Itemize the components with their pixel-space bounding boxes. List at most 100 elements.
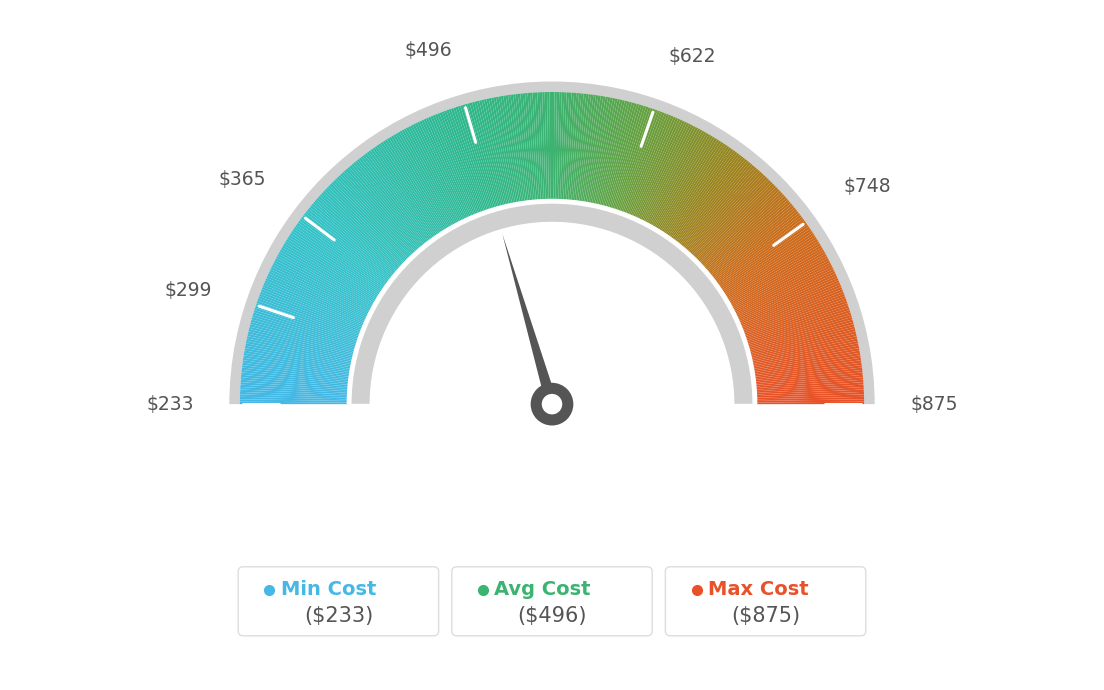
Wedge shape (342, 172, 416, 253)
Wedge shape (241, 382, 349, 391)
Wedge shape (284, 243, 378, 300)
Wedge shape (241, 384, 349, 393)
Wedge shape (628, 115, 671, 216)
Wedge shape (675, 155, 742, 242)
Wedge shape (630, 116, 673, 217)
Wedge shape (351, 164, 422, 248)
Wedge shape (753, 351, 860, 371)
Wedge shape (664, 144, 725, 235)
Wedge shape (742, 289, 843, 331)
Wedge shape (556, 92, 562, 201)
Wedge shape (635, 119, 680, 219)
Wedge shape (735, 269, 835, 317)
Wedge shape (699, 187, 778, 264)
Wedge shape (749, 324, 854, 353)
Wedge shape (548, 92, 551, 201)
Wedge shape (740, 282, 840, 326)
Wedge shape (230, 81, 874, 404)
Wedge shape (750, 326, 854, 355)
Wedge shape (612, 106, 646, 210)
Wedge shape (240, 397, 349, 401)
Wedge shape (318, 196, 401, 269)
Wedge shape (755, 389, 864, 396)
Wedge shape (530, 92, 539, 201)
Wedge shape (645, 126, 696, 224)
Wedge shape (331, 181, 410, 260)
Wedge shape (446, 110, 485, 213)
Polygon shape (502, 234, 558, 406)
Wedge shape (687, 170, 761, 253)
Wedge shape (753, 353, 860, 373)
Wedge shape (433, 115, 476, 216)
Wedge shape (749, 319, 853, 351)
Wedge shape (513, 94, 528, 202)
Wedge shape (542, 92, 548, 201)
Wedge shape (746, 313, 851, 346)
Wedge shape (552, 92, 554, 200)
Wedge shape (287, 237, 380, 296)
Wedge shape (669, 149, 733, 239)
Wedge shape (435, 114, 477, 215)
Text: $748: $748 (843, 177, 891, 196)
Wedge shape (592, 98, 615, 205)
Wedge shape (753, 348, 860, 369)
Wedge shape (322, 190, 403, 266)
Wedge shape (643, 125, 693, 223)
Wedge shape (715, 217, 803, 283)
Wedge shape (655, 135, 711, 229)
Wedge shape (714, 215, 802, 282)
Text: ($875): ($875) (731, 606, 800, 626)
Circle shape (542, 394, 562, 415)
Wedge shape (745, 308, 850, 343)
Wedge shape (311, 204, 396, 275)
Wedge shape (713, 213, 800, 281)
Wedge shape (577, 95, 594, 202)
Wedge shape (348, 167, 420, 250)
Wedge shape (729, 247, 824, 303)
Wedge shape (744, 301, 847, 338)
Wedge shape (658, 138, 718, 231)
Wedge shape (261, 289, 362, 331)
Wedge shape (330, 184, 408, 262)
Wedge shape (700, 188, 779, 265)
Wedge shape (518, 94, 531, 201)
Wedge shape (641, 124, 691, 222)
Wedge shape (704, 198, 788, 270)
Wedge shape (682, 164, 753, 248)
Wedge shape (301, 217, 389, 283)
Wedge shape (754, 362, 862, 379)
Wedge shape (755, 375, 863, 386)
Wedge shape (619, 110, 658, 213)
Wedge shape (751, 339, 858, 363)
Wedge shape (739, 278, 838, 323)
Wedge shape (351, 204, 753, 404)
Wedge shape (734, 265, 832, 315)
Wedge shape (520, 93, 533, 201)
Wedge shape (415, 123, 464, 221)
Wedge shape (747, 315, 852, 347)
Wedge shape (395, 133, 452, 228)
Wedge shape (743, 294, 845, 334)
Wedge shape (242, 370, 350, 384)
Wedge shape (413, 124, 463, 222)
Wedge shape (326, 187, 405, 264)
Wedge shape (684, 167, 756, 250)
Wedge shape (379, 144, 440, 235)
Wedge shape (750, 331, 856, 358)
Wedge shape (707, 201, 790, 273)
Wedge shape (374, 146, 437, 237)
Wedge shape (516, 94, 530, 202)
Wedge shape (310, 205, 395, 275)
Wedge shape (656, 135, 713, 230)
Wedge shape (601, 101, 629, 207)
Wedge shape (426, 118, 471, 218)
Wedge shape (755, 395, 864, 400)
Wedge shape (667, 146, 730, 237)
Wedge shape (736, 271, 836, 319)
Wedge shape (240, 402, 348, 404)
Wedge shape (255, 306, 359, 341)
Wedge shape (722, 233, 815, 294)
Wedge shape (661, 141, 721, 233)
Wedge shape (245, 346, 352, 368)
Wedge shape (242, 368, 350, 382)
